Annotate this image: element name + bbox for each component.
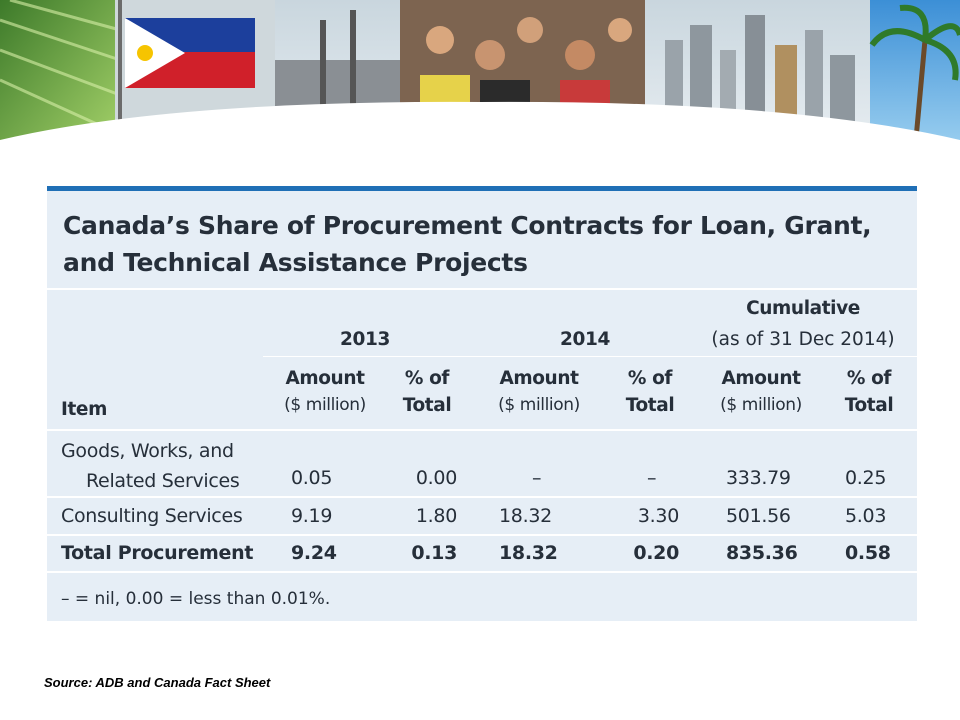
- cell-pct-2013: 1.80: [415, 505, 457, 527]
- header-cumulative-date: (as of 31 Dec 2014): [711, 329, 895, 350]
- row-label-line-1: Goods, Works, and: [61, 440, 234, 462]
- row-divider: [47, 534, 917, 536]
- column-pct-label: % of: [627, 368, 673, 389]
- table-footnote: – = nil, 0.00 = less than 0.01%.: [61, 589, 331, 609]
- column-amount-2013: Amount ($ million): [265, 368, 385, 415]
- cell-amt-cumulative: 835.36: [726, 542, 798, 564]
- column-amount-unit: ($ million): [498, 395, 580, 415]
- cell-amt-2014: 18.32: [499, 505, 552, 527]
- table-row-total-item: Total Procurement: [61, 542, 254, 564]
- source-citation: Source: ADB and Canada Fact Sheet: [44, 675, 271, 690]
- column-pct-2013: % of Total: [387, 368, 467, 416]
- column-pct-label: % of: [846, 368, 892, 389]
- column-amount-unit: ($ million): [284, 395, 366, 415]
- table-title: Canada’s Share of Procurement Contracts …: [63, 207, 903, 281]
- column-pct-total: Total: [625, 395, 675, 416]
- title-divider: [47, 288, 917, 290]
- table-row-goods-item: Goods, Works, and Related Services: [61, 436, 240, 496]
- column-pct-2014: % of Total: [610, 368, 690, 416]
- column-pct-total: Total: [844, 395, 894, 416]
- cell-pct-cumulative: 5.03: [845, 505, 887, 527]
- cell-pct-2014: 0.20: [633, 542, 679, 564]
- cell-pct-cumulative: 0.25: [845, 467, 887, 489]
- cell-amt-2014: 18.32: [499, 542, 558, 564]
- column-pct-cumulative: % of Total: [829, 368, 909, 416]
- column-amount-2014: Amount ($ million): [479, 368, 599, 415]
- column-pct-label: % of: [404, 368, 450, 389]
- column-amount-label: Amount: [285, 368, 365, 389]
- table-title-line-2: and Technical Assistance Projects: [63, 248, 528, 277]
- header-divider: [47, 429, 917, 431]
- cell-pct-2013: 0.13: [411, 542, 457, 564]
- table-title-line-1: Canada’s Share of Procurement Contracts …: [63, 211, 872, 240]
- cell-amt-2014: –: [532, 467, 542, 489]
- table-bottom-divider: [47, 571, 917, 573]
- cell-pct-2014: 3.30: [637, 505, 679, 527]
- procurement-table-card: Canada’s Share of Procurement Contracts …: [47, 186, 917, 621]
- column-item: Item: [61, 399, 107, 420]
- cell-amt-2013: 0.05: [291, 467, 333, 489]
- header-2013: 2013: [340, 329, 390, 350]
- cell-amt-2013: 9.24: [291, 542, 337, 564]
- header-banner: [0, 0, 960, 150]
- column-pct-total: Total: [402, 395, 452, 416]
- cell-pct-2013: 0.00: [415, 467, 457, 489]
- cell-amt-cumulative: 333.79: [726, 467, 791, 489]
- table-row-consulting-item: Consulting Services: [61, 505, 243, 527]
- cell-amt-cumulative: 501.56: [726, 505, 791, 527]
- philippine-flag-image: [125, 18, 255, 88]
- column-amount-unit: ($ million): [720, 395, 802, 415]
- cell-pct-cumulative: 0.58: [845, 542, 891, 564]
- row-divider: [47, 496, 917, 498]
- column-amount-label: Amount: [721, 368, 801, 389]
- header-cumulative: Cumulative: [746, 298, 860, 319]
- column-amount-label: Amount: [499, 368, 579, 389]
- cell-amt-2013: 9.19: [291, 505, 333, 527]
- cell-pct-2014: –: [647, 467, 657, 489]
- row-label-line-2: Related Services: [86, 470, 240, 492]
- group-header-divider: [263, 356, 917, 357]
- column-amount-cumulative: Amount ($ million): [701, 368, 821, 415]
- header-2014: 2014: [560, 329, 610, 350]
